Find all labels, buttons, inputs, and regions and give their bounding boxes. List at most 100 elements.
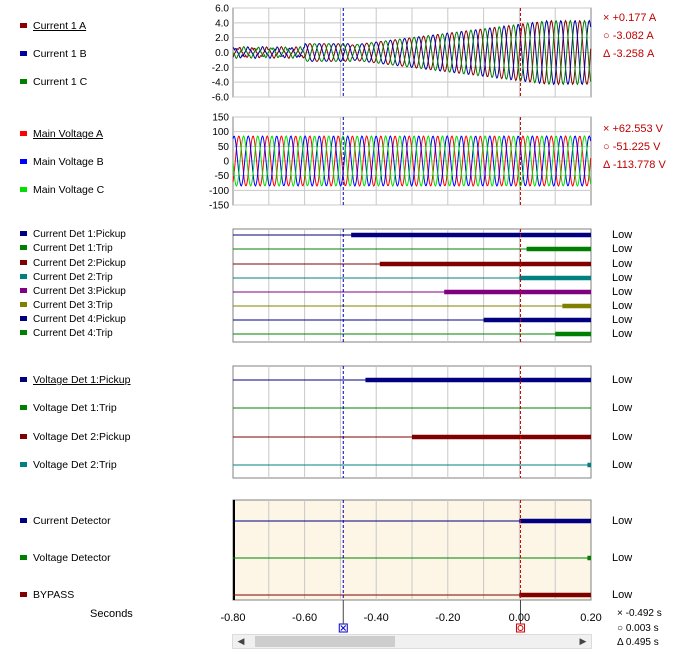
x-tick-label: 0.20 [580,612,602,624]
channel-label-current-1b[interactable]: Current 1 B [20,48,87,60]
scroll-left-icon[interactable]: ◀ [237,636,245,646]
signal-state: Low [612,286,633,298]
y-tick-label: -4.0 [212,78,230,89]
current-cursor-delta-readout: Δ -3.258 A [603,48,655,60]
channel-label-voltage-c[interactable]: Main Voltage C [20,184,104,196]
channel-color-swatch [20,404,27,410]
channel-color-swatch [20,376,27,382]
time-scrollbar[interactable]: ◀ ▶ [232,634,592,649]
x-cursor-icon [340,625,347,631]
y-tick-label: 150 [212,113,229,124]
channel-color-swatch [20,433,27,439]
signal-state: Low [612,328,633,340]
channel-name: Current Det 2:Trip [33,272,113,283]
channel-color-swatch [20,301,27,307]
digital-label-current-det-2-pickup[interactable]: Current Det 2:Pickup [20,258,126,270]
digital-label-voltage-det-1-trip[interactable]: Voltage Det 1:Trip [20,402,117,414]
scroll-right-icon[interactable]: ▶ [579,636,587,646]
channel-color-swatch [20,591,27,597]
digital-label-current-det-1-pickup[interactable]: Current Det 1:Pickup [20,229,126,241]
digital-label-bypass[interactable]: BYPASS [20,589,74,601]
channel-color-swatch [20,554,27,560]
scroll-thumb[interactable] [255,636,395,647]
channel-name: Current Det 1:Pickup [33,229,126,240]
y-tick-label: 2.0 [215,33,229,44]
channel-name: Current Det 4:Pickup [33,314,126,325]
y-tick-label: 4.0 [215,18,229,29]
current-detector-panel [232,228,592,343]
channel-name: Voltage Det 1:Trip [33,402,117,414]
channel-color-swatch [20,230,27,236]
waveform-main-voltage-b [232,135,592,187]
time-cursors[interactable] [338,8,525,633]
digital-label-current-det-3-pickup[interactable]: Current Det 3:Pickup [20,286,126,298]
y-tick-label: 100 [212,127,229,138]
y-tick-label: -6.0 [212,93,230,104]
channel-color-swatch [20,517,27,523]
channel-name: Voltage Detector [33,552,111,564]
digital-label-current-det-4-pickup[interactable]: Current Det 4:Pickup [20,314,126,326]
voltage-detector-panel [232,365,592,479]
signal-state: Low [612,300,633,312]
channel-color-swatch [20,315,27,321]
channel-label-voltage-b[interactable]: Main Voltage B [20,156,104,168]
channel-color-swatch [20,259,27,265]
time-cursor-x-readout: × -0.492 s [617,608,662,619]
signal-state: Low [612,552,633,564]
x-tick-label: -0.40 [363,612,389,624]
waveform-current-1-b [232,19,592,86]
x-tick-label: -0.60 [292,612,318,624]
channel-name: BYPASS [33,589,75,601]
signal-state: Low [612,258,633,270]
channel-color-swatch [20,461,27,467]
signal-state: Low [612,314,633,326]
channel-color-swatch [20,287,27,293]
y-tick-label: 0 [223,157,229,168]
waveform-main-voltage-c [232,135,592,187]
signal-state: Low [612,229,633,241]
channel-label-current-1a[interactable]: Current 1 A [20,20,86,32]
signal-state: Low [612,459,633,471]
signal-state: Low [612,374,633,386]
y-tick-label: -150 [209,201,229,212]
channel-name: Voltage Det 1:Pickup [33,374,131,386]
digital-label-voltage-detector[interactable]: Voltage Detector [20,552,111,564]
signal-state: Low [612,515,633,527]
signal-state: Low [612,589,633,601]
digital-label-current-det-1-trip[interactable]: Current Det 1:Trip [20,243,113,255]
digital-label-current-det-2-trip[interactable]: Current Det 2:Trip [20,272,113,284]
signal-state: Low [612,431,633,443]
channel-label-voltage-a[interactable]: Main Voltage A [20,128,103,140]
x-axis-label: Seconds [90,608,133,620]
bypass-panel [232,499,592,601]
digital-label-voltage-det-1-pickup[interactable]: Voltage Det 1:Pickup [20,374,130,386]
time-cursor-delta-readout: Δ 0.495 s [617,637,659,648]
signal-state: Low [612,243,633,255]
digital-label-voltage-det-2-trip[interactable]: Voltage Det 2:Trip [20,459,117,471]
channel-name: Current Det 2:Pickup [33,258,126,269]
channel-name: Current Det 4:Trip [33,328,113,339]
time-cursor-o-readout: ○ 0.003 s [617,623,659,634]
current-cursor-x-readout: × +0.177 A [603,12,657,24]
voltage-cursor-o-readout: ○ -51.225 V [603,141,661,153]
y-tick-label: 0.0 [215,48,229,59]
digital-label-current-det-3-trip[interactable]: Current Det 3:Trip [20,300,113,312]
y-tick-label: 6.0 [215,4,229,15]
waveform-current-1-c [232,19,592,86]
channel-name: Voltage Det 2:Trip [33,459,117,471]
x-tick-label: 0.00 [508,612,531,624]
x-tick-label: -0.80 [220,612,246,624]
digital-label-current-det-4-trip[interactable]: Current Det 4:Trip [20,328,113,340]
signal-state: Low [612,402,633,414]
channel-label-current-1c[interactable]: Current 1 C [20,76,87,88]
x-tick-label: -0.20 [435,612,461,624]
channel-color-swatch [20,244,27,250]
channel-name: Current Det 3:Trip [33,300,113,311]
voltage-cursor-delta-readout: Δ -113.778 V [603,159,666,171]
digital-label-current-detector[interactable]: Current Detector [20,515,111,527]
digital-label-voltage-det-2-pickup[interactable]: Voltage Det 2:Pickup [20,431,130,443]
y-tick-label: 50 [218,142,230,153]
channel-name: Voltage Det 2:Pickup [33,431,131,443]
current-chart-panel: 6.0 4.0 2.0 0.0 -2.0 -4.0 -6.0 [212,4,592,104]
